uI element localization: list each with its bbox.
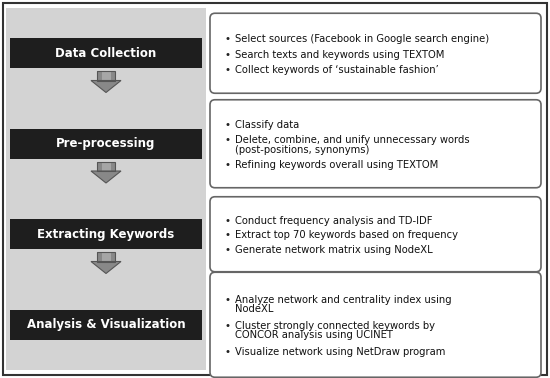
FancyBboxPatch shape [10, 38, 202, 68]
Text: •: • [225, 65, 231, 75]
Text: Analysis & Visualization: Analysis & Visualization [27, 318, 185, 331]
FancyBboxPatch shape [210, 8, 541, 370]
FancyBboxPatch shape [210, 197, 541, 272]
FancyBboxPatch shape [102, 71, 111, 81]
FancyBboxPatch shape [6, 8, 206, 370]
FancyBboxPatch shape [97, 252, 115, 262]
Text: Extracting Keywords: Extracting Keywords [37, 228, 175, 241]
FancyBboxPatch shape [210, 272, 541, 377]
FancyBboxPatch shape [97, 71, 115, 81]
Text: •: • [225, 160, 231, 170]
Text: •: • [225, 321, 231, 331]
Text: Select sources (Facebook in Google search engine): Select sources (Facebook in Google searc… [235, 34, 489, 44]
Text: NodeXL: NodeXL [235, 304, 273, 314]
Text: Conduct frequency analysis and TD-IDF: Conduct frequency analysis and TD-IDF [235, 216, 432, 226]
FancyBboxPatch shape [102, 252, 111, 262]
Text: •: • [225, 50, 231, 59]
Text: •: • [225, 294, 231, 305]
Text: •: • [225, 347, 231, 357]
Text: Extract top 70 keywords based on frequency: Extract top 70 keywords based on frequen… [235, 231, 458, 240]
Polygon shape [91, 262, 121, 274]
Text: Search texts and keywords using TEXTOM: Search texts and keywords using TEXTOM [235, 50, 444, 59]
Text: Refining keywords overall using TEXTOM: Refining keywords overall using TEXTOM [235, 160, 438, 170]
FancyBboxPatch shape [10, 219, 202, 249]
Text: •: • [225, 34, 231, 44]
FancyBboxPatch shape [97, 162, 115, 171]
Text: Data Collection: Data Collection [56, 47, 157, 60]
Text: Pre-processing: Pre-processing [56, 137, 156, 150]
FancyBboxPatch shape [3, 3, 547, 375]
Polygon shape [91, 171, 121, 183]
Text: •: • [225, 231, 231, 240]
Text: •: • [225, 120, 231, 130]
Polygon shape [91, 81, 121, 93]
Text: Generate network matrix using NodeXL: Generate network matrix using NodeXL [235, 245, 433, 255]
FancyBboxPatch shape [10, 310, 202, 340]
Text: Cluster strongly connected keywords by: Cluster strongly connected keywords by [235, 321, 435, 331]
Text: •: • [225, 245, 231, 255]
FancyBboxPatch shape [10, 129, 202, 159]
Text: •: • [225, 216, 231, 226]
Text: •: • [225, 135, 231, 145]
Text: Delete, combine, and unify unnecessary words: Delete, combine, and unify unnecessary w… [235, 135, 470, 145]
FancyBboxPatch shape [102, 162, 111, 171]
Text: Collect keywords of ‘sustainable fashion’: Collect keywords of ‘sustainable fashion… [235, 65, 439, 75]
FancyBboxPatch shape [210, 100, 541, 188]
Text: Visualize network using NetDraw program: Visualize network using NetDraw program [235, 347, 446, 357]
FancyBboxPatch shape [210, 13, 541, 93]
Text: (post-positions, synonyms): (post-positions, synonyms) [235, 145, 370, 155]
Text: CONCOR analysis using UCINET: CONCOR analysis using UCINET [235, 330, 393, 341]
Text: Classify data: Classify data [235, 120, 299, 130]
Text: Analyze network and centrality index using: Analyze network and centrality index usi… [235, 294, 452, 305]
